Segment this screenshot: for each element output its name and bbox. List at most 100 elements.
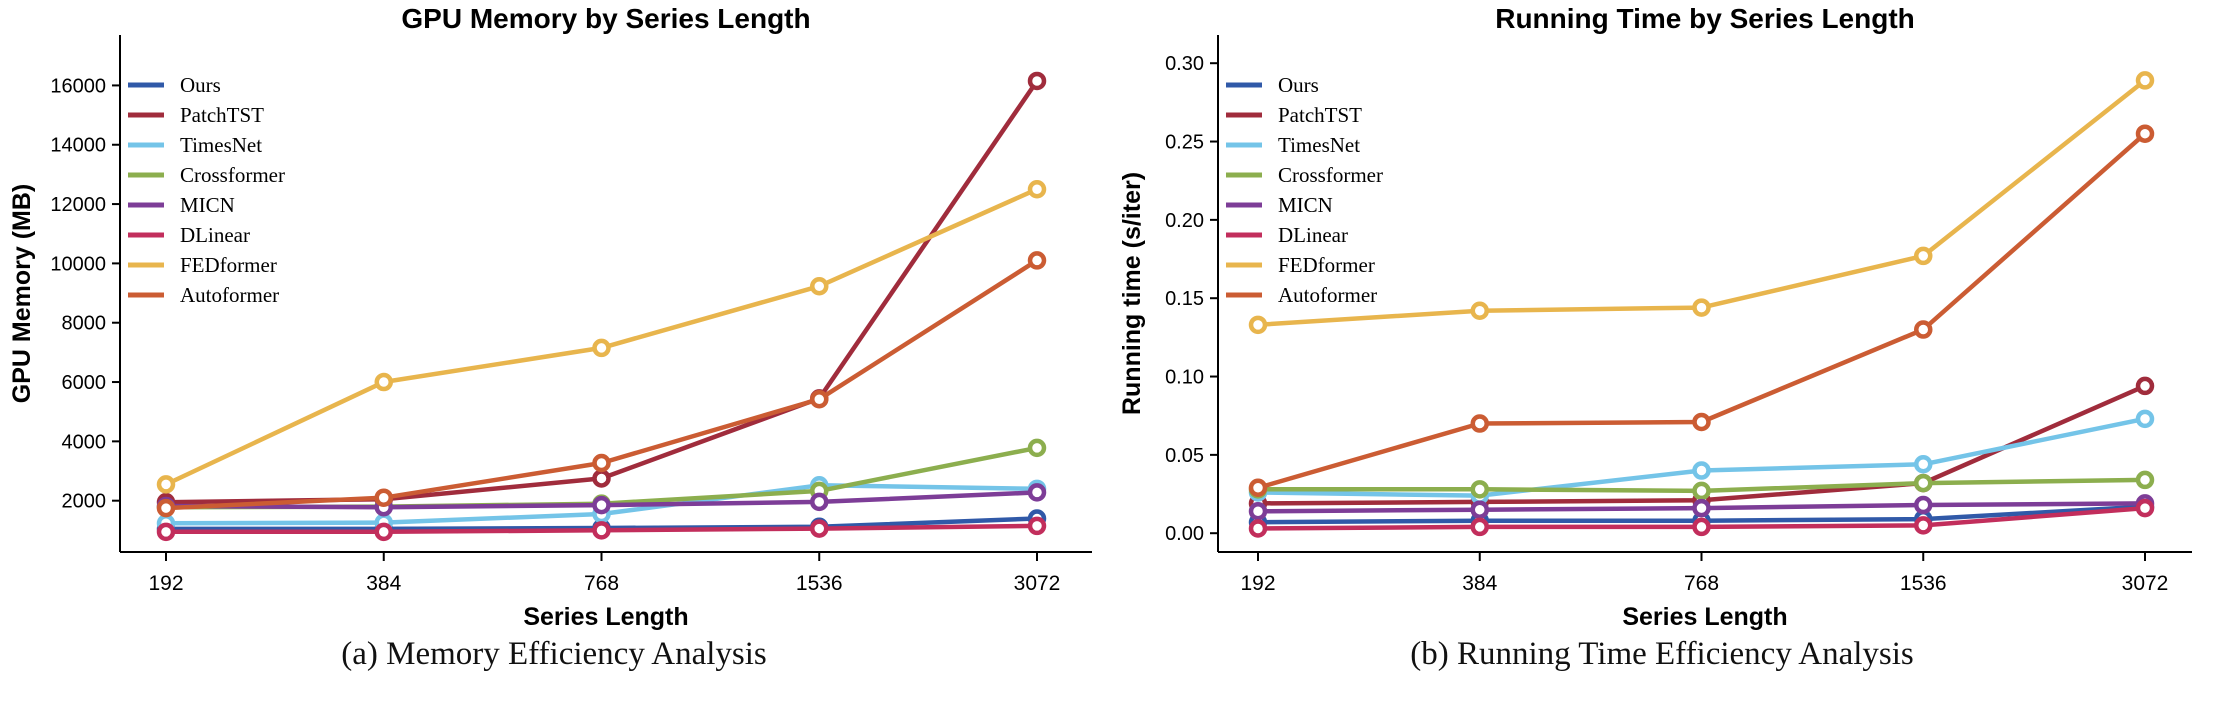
data-point-fedformer xyxy=(592,338,611,358)
legend-label-timesnet: TimesNet xyxy=(180,133,262,157)
chart-title: Running Time by Series Length xyxy=(1495,3,1915,34)
x-axis-label: Series Length xyxy=(1622,603,1787,630)
y-axis-tick-label: 0.05 xyxy=(1165,445,1204,467)
x-axis-tick-label: 3072 xyxy=(2122,572,2169,595)
y-axis-tick-label: 2000 xyxy=(62,491,107,513)
data-point-crossformer xyxy=(1470,480,1489,499)
legend-label-fedformer: FEDformer xyxy=(1278,253,1375,277)
data-point-micn xyxy=(1027,483,1047,502)
legend-label-micn: MICN xyxy=(1278,193,1333,217)
x-axis-tick-label: 1536 xyxy=(1900,572,1947,595)
x-axis-tick-label: 384 xyxy=(366,572,401,595)
data-point-micn xyxy=(1470,500,1489,519)
data-point-dlinear xyxy=(1248,519,1268,538)
x-axis-tick-label: 3072 xyxy=(1014,572,1061,595)
data-point-dlinear xyxy=(156,522,176,542)
data-point-crossformer xyxy=(2135,470,2155,490)
y-axis-tick-label: 0.00 xyxy=(1165,523,1204,545)
data-point-fedformer xyxy=(2135,71,2155,90)
memory-efficiency-figure: 2000 4000 6000 8000 10000 12000 14000 16000 192 3… xyxy=(8,3,1092,672)
data-point-crossformer xyxy=(1027,438,1047,458)
data-point-autoformer xyxy=(1027,251,1047,270)
y-axis-tick-label: 16000 xyxy=(50,75,106,97)
data-point-micn xyxy=(1914,495,1933,515)
x-axis-label: Series Length xyxy=(523,603,688,630)
y-axis-tick-label: 12000 xyxy=(50,194,106,216)
y-axis-label: Running time (s/iter) xyxy=(1118,172,1146,415)
legend-label-autoformer: Autoformer xyxy=(180,283,279,307)
y-axis-tick-label: 8000 xyxy=(62,313,107,335)
x-axis-tick-label: 768 xyxy=(1684,572,1719,595)
y-axis-tick-label: 6000 xyxy=(62,372,107,394)
legend-label-fedformer: FEDformer xyxy=(180,253,277,277)
data-point-dlinear xyxy=(1914,516,1933,535)
data-point-fedformer xyxy=(1248,315,1268,335)
legend-label-timesnet: TimesNet xyxy=(1278,133,1360,157)
legend-label-ours: Ours xyxy=(180,73,221,97)
legend-label-crossformer: Crossformer xyxy=(180,163,285,187)
data-point-autoformer xyxy=(1692,412,1711,432)
y-axis-label: GPU Memory (MB) xyxy=(8,184,36,403)
running-time-figure: 0.00 0.05 0.10 0.15 0.20 0.25 0.30 192 384 768 153… xyxy=(1108,0,2216,702)
data-point-dlinear xyxy=(1470,517,1489,537)
data-point-autoformer xyxy=(1248,478,1268,498)
data-point-fedformer xyxy=(1027,179,1047,199)
data-point-micn xyxy=(810,492,829,512)
data-point-fedformer xyxy=(1692,298,1711,317)
caption-memory: (a) Memory Efficiency Analysis xyxy=(341,636,767,672)
legend-label-patchtst: PatchTST xyxy=(180,103,264,127)
y-axis-tick-label: 0.15 xyxy=(1165,288,1204,310)
legend-label-dlinear: DLinear xyxy=(1278,223,1348,247)
data-point-crossformer xyxy=(1692,481,1711,501)
data-point-patchtst xyxy=(1027,71,1047,91)
data-point-fedformer xyxy=(810,276,829,296)
y-axis-tick-label: 4000 xyxy=(62,431,107,453)
y-axis-tick-label: 0.30 xyxy=(1165,53,1204,75)
gpu-memory-chart: 2000 4000 6000 8000 10000 12000 14000 16000 192 3… xyxy=(8,3,1092,630)
y-axis-tick-label: 0.25 xyxy=(1165,132,1204,154)
chart-title: GPU Memory by Series Length xyxy=(401,3,810,34)
y-axis-tick-label: 10000 xyxy=(50,253,106,275)
data-point-autoformer xyxy=(2135,124,2155,143)
x-axis-tick-label: 384 xyxy=(1462,572,1497,595)
data-point-autoformer xyxy=(592,453,611,473)
data-point-micn xyxy=(1692,498,1711,518)
data-point-autoformer xyxy=(1914,320,1933,339)
legend-label-autoformer: Autoformer xyxy=(1278,283,1377,307)
data-point-timesnet xyxy=(1692,461,1711,480)
data-point-fedformer xyxy=(1914,246,1933,266)
running-time-chart: 0.00 0.05 0.10 0.15 0.20 0.25 0.30 192 384 768 153… xyxy=(1118,3,2192,630)
data-point-crossformer xyxy=(1914,473,1933,493)
data-point-timesnet xyxy=(1914,455,1933,474)
data-point-dlinear xyxy=(1027,516,1047,536)
y-axis-tick-label: 14000 xyxy=(50,135,106,157)
legend-label-dlinear: DLinear xyxy=(180,223,250,247)
x-axis-tick-label: 192 xyxy=(1240,572,1275,595)
legend-label-patchtst: PatchTST xyxy=(1278,103,1362,127)
data-point-dlinear xyxy=(1692,517,1711,537)
data-point-autoformer xyxy=(374,488,393,507)
series-line-fedformer xyxy=(1255,78,2148,328)
data-point-autoformer xyxy=(156,498,176,518)
y-axis-tick-label: 0.10 xyxy=(1165,367,1204,389)
y-axis-tick-label: 0.20 xyxy=(1165,210,1204,232)
legend-label-ours: Ours xyxy=(1278,73,1319,97)
series-line-fedformer xyxy=(163,186,1040,487)
data-point-dlinear xyxy=(2135,498,2155,518)
data-point-dlinear xyxy=(810,519,829,538)
data-point-fedformer xyxy=(1470,301,1489,320)
legend-label-crossformer: Crossformer xyxy=(1278,163,1383,187)
series-line-patchtst xyxy=(163,78,1040,505)
x-axis-tick-label: 1536 xyxy=(796,572,843,595)
data-point-timesnet xyxy=(2135,409,2155,429)
data-point-micn xyxy=(592,495,611,515)
x-axis-tick-label: 192 xyxy=(148,572,183,595)
data-point-dlinear xyxy=(374,522,393,542)
data-point-patchtst xyxy=(592,469,611,488)
x-axis-tick-label: 768 xyxy=(584,572,619,595)
caption-running-time: (b) Running Time Efficiency Analysis xyxy=(1410,636,1914,672)
legend-label-micn: MICN xyxy=(180,193,235,217)
data-point-autoformer xyxy=(1470,414,1489,433)
data-point-autoformer xyxy=(810,389,829,409)
